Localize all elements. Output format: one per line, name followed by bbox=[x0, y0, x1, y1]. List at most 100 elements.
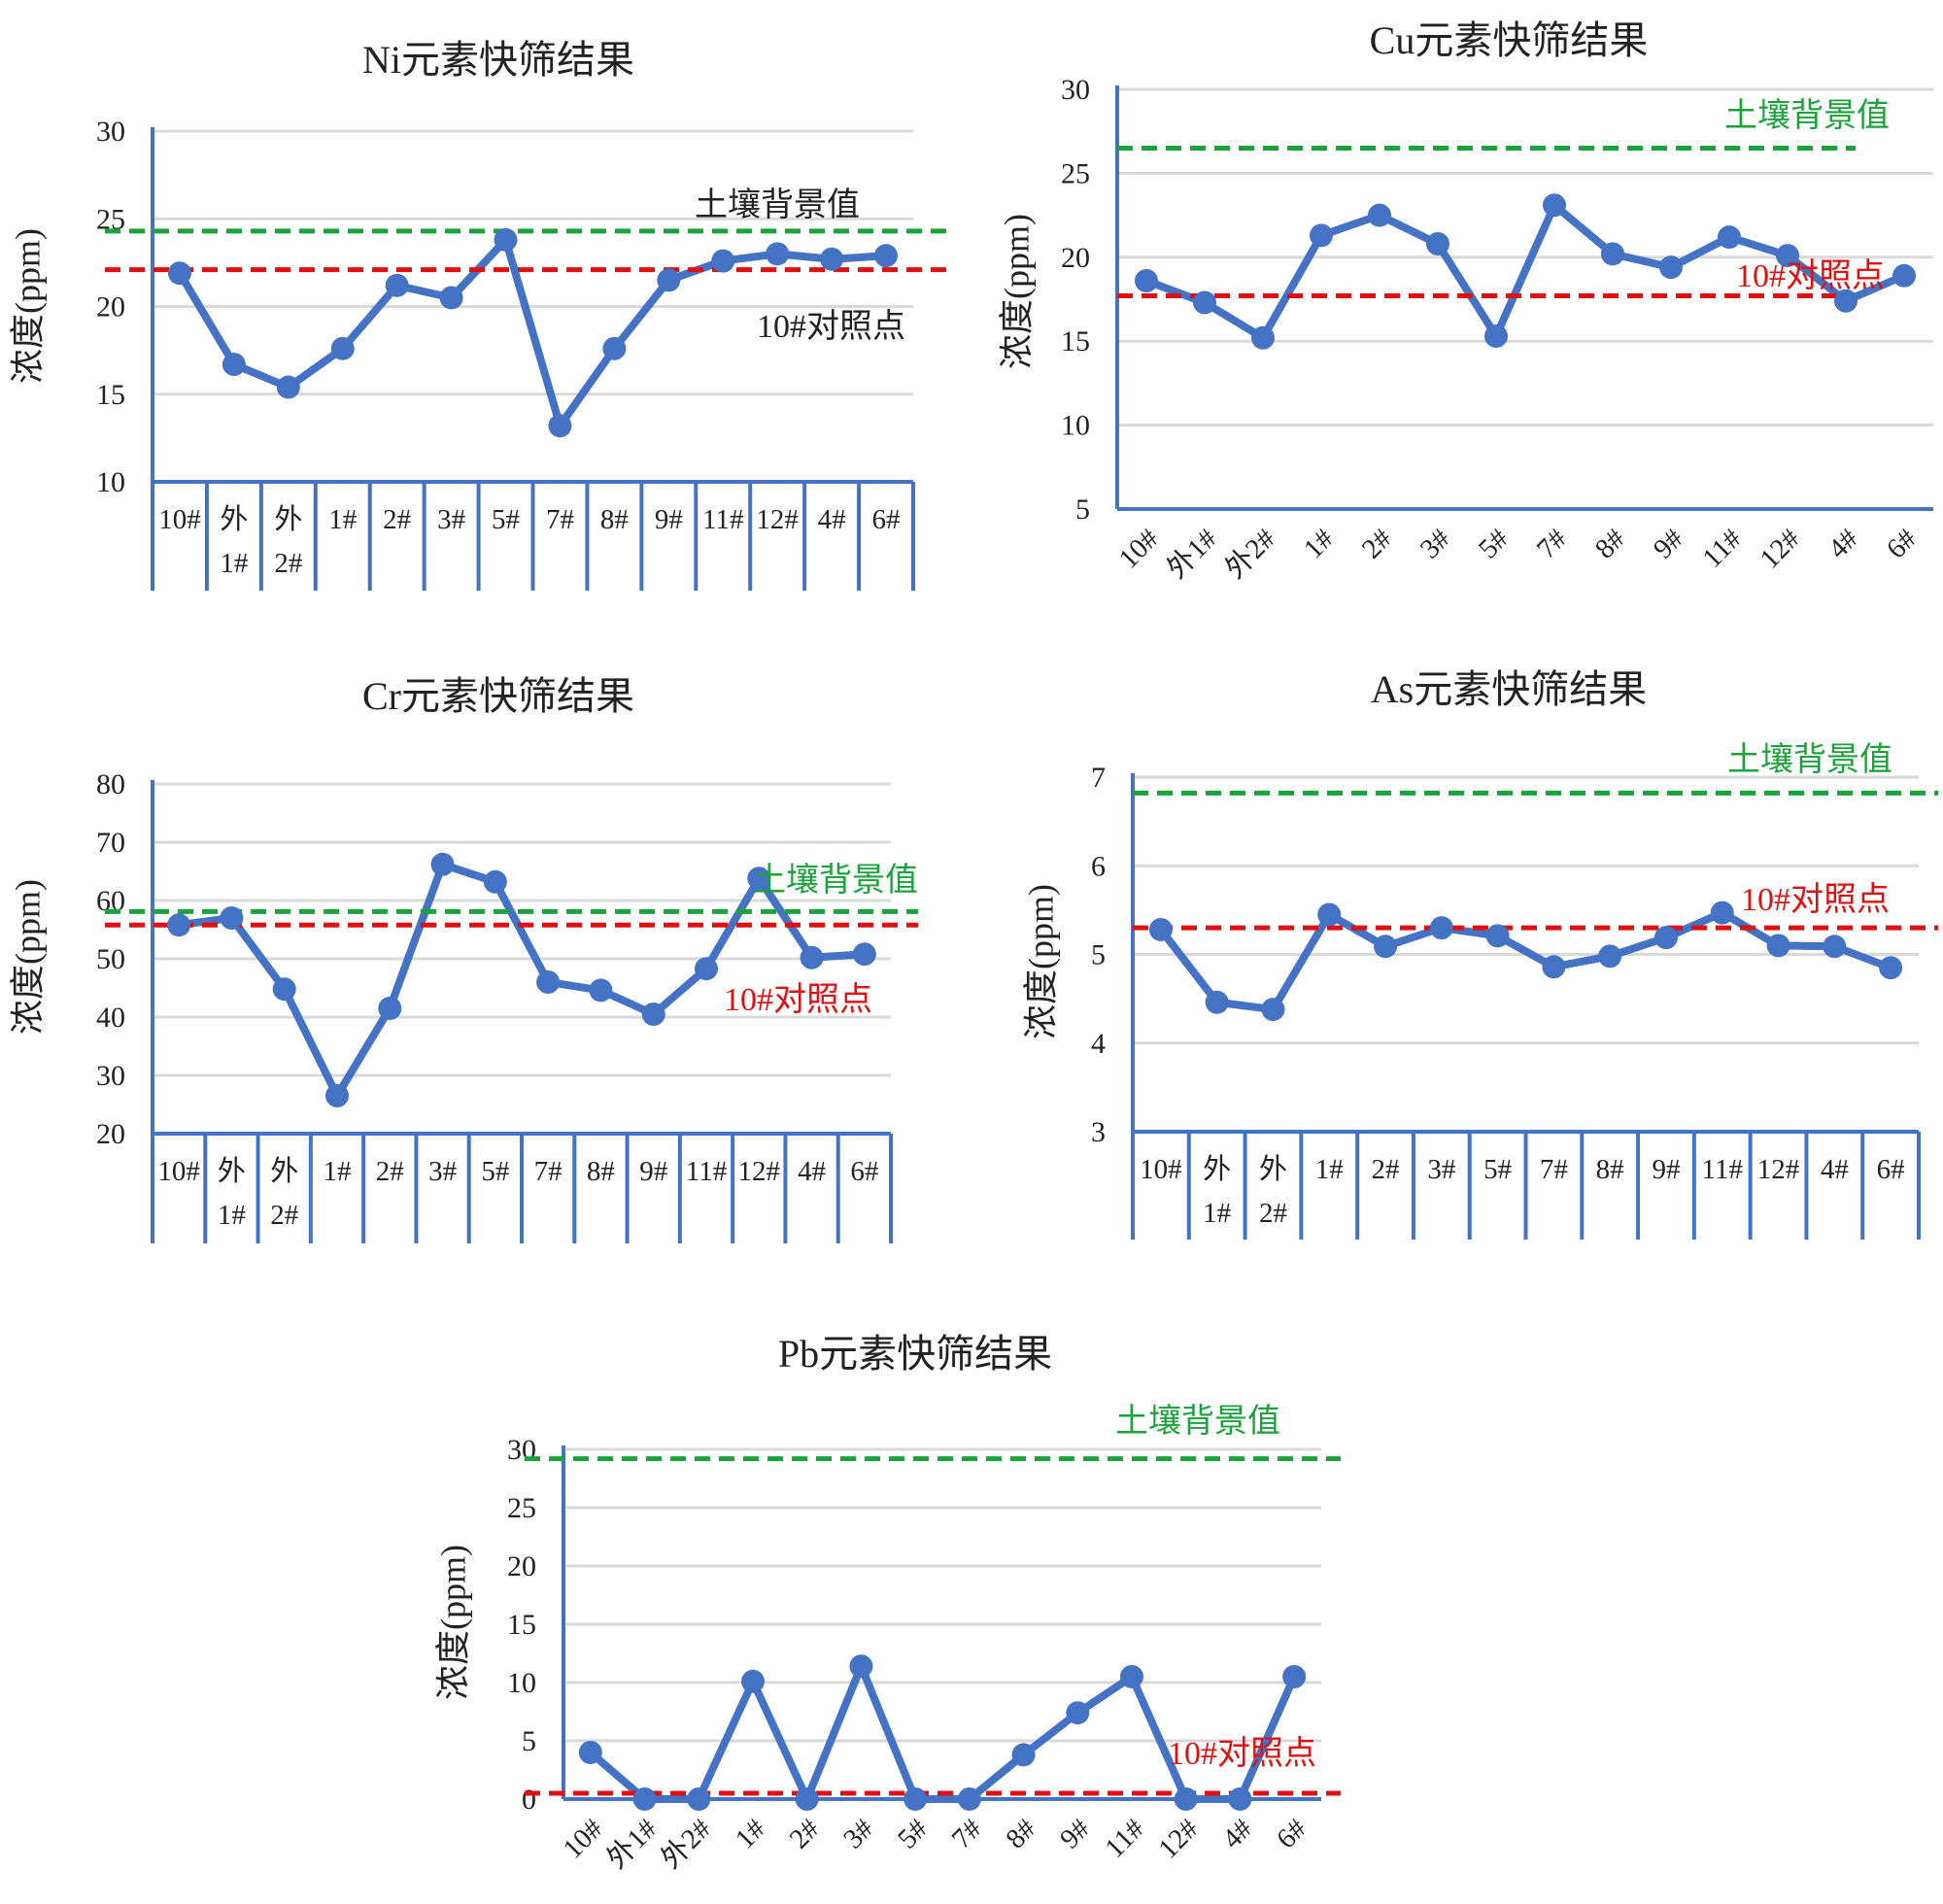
ni-x-tick-label: 2# bbox=[383, 504, 411, 535]
cu-y-tick-label: 30 bbox=[1061, 74, 1090, 106]
cu-x-tick-label: 7# bbox=[1531, 523, 1573, 564]
cu-x-tick-label: 10# bbox=[1113, 523, 1165, 574]
as-y-tick-label: 6 bbox=[1091, 850, 1106, 882]
cu-y-tick-label: 15 bbox=[1061, 325, 1090, 357]
cr-x-tick-label: 1# bbox=[324, 1156, 352, 1187]
pb-point-3 bbox=[849, 1654, 873, 1679]
ni-y-tick-label: 10 bbox=[96, 466, 125, 498]
ni-reference-label-background: 土壤背景值 bbox=[695, 187, 860, 223]
ni-x-tick-label: 外 2# bbox=[274, 503, 302, 579]
as-point-4 bbox=[1823, 935, 1847, 959]
as-y-tick-label: 7 bbox=[1091, 762, 1106, 794]
as-point-6 bbox=[1879, 956, 1903, 980]
ni-x-tick-label: 1# bbox=[328, 504, 357, 535]
pb-x-tick-label: 12# bbox=[1152, 1813, 1204, 1864]
cr-point-4 bbox=[800, 945, 824, 969]
as-x-tick-label: 3# bbox=[1427, 1154, 1455, 1185]
cr-y-tick-label: 80 bbox=[96, 768, 125, 800]
cu-x-tick-label: 2# bbox=[1356, 523, 1398, 564]
cr-reference-label-background: 土壤背景值 bbox=[753, 862, 918, 899]
cu-point-12 bbox=[1776, 244, 1799, 268]
ni-x-tick-label: 4# bbox=[818, 504, 846, 535]
cu-point-8 bbox=[1601, 242, 1624, 266]
pb-point-1 bbox=[741, 1669, 765, 1693]
cu-point-7 bbox=[1543, 193, 1566, 218]
ni-x-tick-label: 6# bbox=[872, 504, 901, 535]
cr-x-tick-label: 外 2# bbox=[270, 1155, 298, 1231]
as-point-3 bbox=[1429, 916, 1453, 940]
pb-x-tick-label: 1# bbox=[730, 1813, 771, 1854]
cr-point-6 bbox=[852, 942, 876, 967]
pb-x-tick-label: 9# bbox=[1054, 1813, 1096, 1854]
cu-chart-title: Cu元素快筛结果 bbox=[1370, 18, 1649, 62]
as-x-tick-label: 10# bbox=[1140, 1154, 1182, 1185]
pb-point-6 bbox=[1282, 1665, 1307, 1688]
ni-y-tick-label: 30 bbox=[96, 116, 125, 148]
as-point-1 bbox=[1317, 902, 1342, 927]
ni-point-1 bbox=[330, 336, 355, 360]
cr-point-3 bbox=[430, 852, 455, 876]
pb-point-9 bbox=[1066, 1701, 1090, 1725]
cr-point-11 bbox=[695, 957, 718, 981]
as-point-8 bbox=[1598, 944, 1622, 969]
cu-x-tick-label: 外1# bbox=[1161, 523, 1223, 585]
pb-reference-label-background: 土壤背景值 bbox=[1115, 1403, 1280, 1440]
cu-x-tick-label: 外2# bbox=[1219, 523, 1281, 585]
pb-point-2 bbox=[795, 1787, 819, 1811]
pb-point-8 bbox=[1011, 1743, 1036, 1767]
as-point-10 bbox=[1148, 917, 1173, 941]
as-x-tick-label: 4# bbox=[1821, 1154, 1849, 1185]
cu-y-tick-label: 10 bbox=[1061, 410, 1090, 442]
ni-point-wai2 bbox=[276, 375, 300, 399]
cu-y-tick-label: 5 bbox=[1075, 493, 1090, 526]
as-x-tick-label: 8# bbox=[1596, 1154, 1624, 1185]
as-point-wai1 bbox=[1205, 990, 1229, 1014]
as-point-9 bbox=[1653, 926, 1678, 950]
as-y-tick-label: 4 bbox=[1091, 1028, 1106, 1060]
cr-point-9 bbox=[641, 1003, 665, 1026]
as-x-tick-label: 2# bbox=[1372, 1154, 1400, 1185]
ni-point-8 bbox=[602, 336, 627, 360]
cu-point-wai2 bbox=[1251, 325, 1275, 350]
cr-point-8 bbox=[589, 978, 613, 1003]
cu-point-5 bbox=[1484, 324, 1508, 349]
cu-x-tick-label: 11# bbox=[1696, 523, 1748, 574]
pb-point-4 bbox=[1228, 1787, 1252, 1811]
cr-x-tick-label: 3# bbox=[428, 1156, 457, 1187]
cr-point-7 bbox=[536, 970, 561, 994]
ni-x-tick-label: 9# bbox=[655, 504, 683, 535]
pb-x-tick-label: 外2# bbox=[655, 1813, 717, 1875]
cu-y-tick-label: 25 bbox=[1061, 157, 1090, 189]
ni-reference-label-control: 10#对照点 bbox=[757, 308, 905, 345]
cu-y-tick-label: 20 bbox=[1061, 242, 1090, 274]
cr-x-tick-label: 10# bbox=[157, 1156, 200, 1187]
cr-y-tick-label: 30 bbox=[96, 1060, 125, 1092]
pb-series-line bbox=[588, 1662, 1298, 1803]
as-x-tick-label: 外 1# bbox=[1203, 1153, 1231, 1229]
as-x-tick-label: 11# bbox=[1702, 1154, 1743, 1185]
pb-x-tick-label: 5# bbox=[892, 1813, 934, 1854]
cu-reference-label-background: 土壤背景值 bbox=[1724, 97, 1890, 134]
cu-point-2 bbox=[1368, 203, 1391, 227]
cr-y-axis-label: 浓度(ppm) bbox=[8, 879, 47, 1035]
ni-point-10 bbox=[167, 261, 191, 286]
pb-point-11 bbox=[1120, 1665, 1143, 1688]
cu-point-10 bbox=[1135, 268, 1158, 292]
cr-x-tick-label: 2# bbox=[376, 1156, 404, 1187]
cr-x-tick-label: 4# bbox=[798, 1156, 826, 1187]
as-point-2 bbox=[1374, 935, 1398, 959]
ni-x-tick-label: 外 1# bbox=[220, 503, 248, 579]
as-x-tick-label: 9# bbox=[1652, 1154, 1680, 1185]
pb-y-tick-label: 5 bbox=[522, 1725, 536, 1757]
cr-point-10 bbox=[167, 913, 191, 937]
pb-point-5 bbox=[903, 1787, 928, 1811]
ni-point-12 bbox=[766, 242, 790, 266]
as-x-tick-label: 7# bbox=[1540, 1154, 1568, 1185]
pb-x-tick-label: 2# bbox=[784, 1813, 826, 1854]
as-reference-label-background: 土壤背景值 bbox=[1727, 741, 1892, 778]
cr-x-tick-label: 5# bbox=[481, 1156, 509, 1187]
